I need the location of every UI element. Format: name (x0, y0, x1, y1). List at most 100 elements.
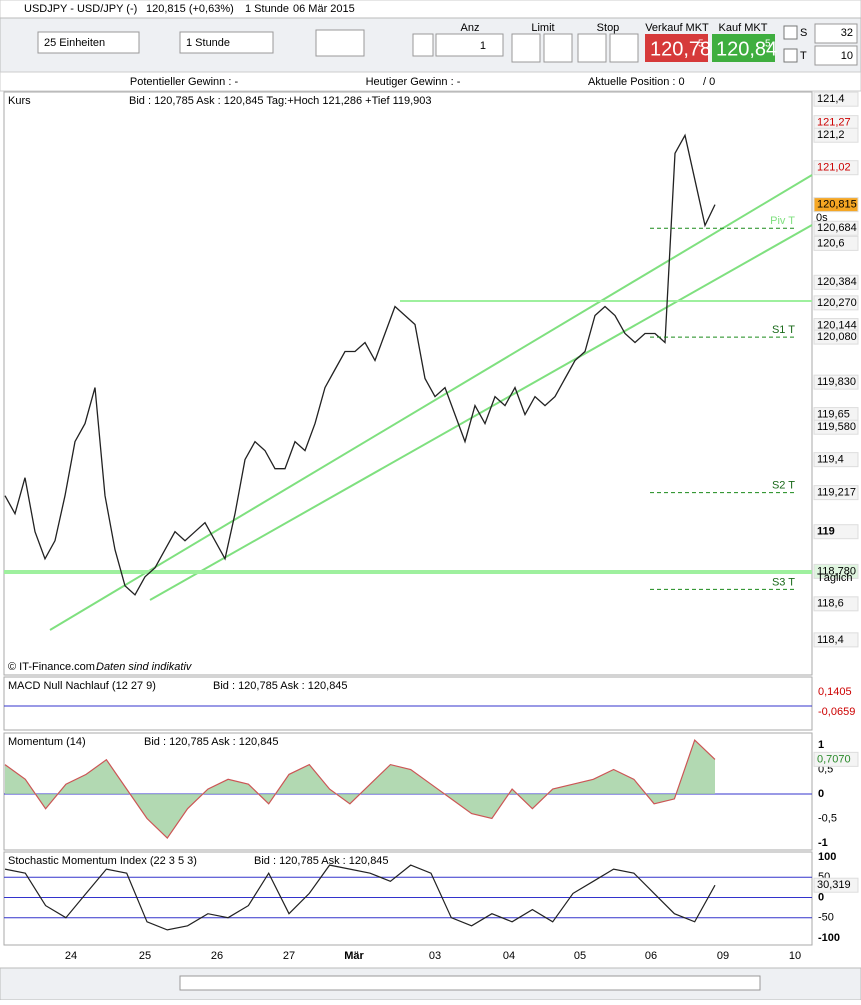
axis-label-bg (813, 160, 859, 176)
daily-label: Täglich (817, 572, 852, 584)
y-tick-label: 120,815 (817, 199, 857, 211)
sell-button[interactable] (645, 34, 708, 62)
label: Kurs (8, 95, 31, 107)
label: Stochastic Momentum Index (22 3 5 3) (8, 855, 197, 867)
y-tick-label: 1 (818, 739, 824, 751)
y-tick-label: -0,5 (818, 812, 837, 824)
axis-label-bg (813, 91, 859, 107)
label: 32 (841, 27, 853, 39)
label: Verkauf MKT (645, 22, 709, 34)
indicator-button[interactable] (315, 29, 365, 57)
s-input[interactable] (814, 23, 858, 44)
y-tick-label: 100 (818, 851, 836, 863)
osc-line (4, 864, 716, 931)
current-bg (813, 751, 859, 767)
label: Stop (597, 22, 620, 34)
sell-price-small: 5 (698, 39, 704, 50)
tool-button[interactable] (412, 33, 434, 57)
label: Bid : 120,785 Ask : 120,845 (144, 736, 279, 748)
axis-label-bg (813, 524, 859, 540)
sell-price: 120,78 (650, 38, 711, 60)
y-tick-label: 120,144 (817, 319, 857, 331)
label: Potentieller Gewinn : - (130, 76, 239, 88)
label[interactable]: 25 Einheiten (44, 37, 105, 49)
osc-line (4, 739, 716, 840)
axis-label-bg (813, 419, 859, 435)
buy-price: 120,84 (716, 38, 777, 60)
axis-label-bg (813, 235, 859, 251)
axis-label-bg (813, 274, 859, 290)
y-tick-label: 118,6 (817, 598, 844, 610)
y-tick-label: 0 (818, 788, 824, 800)
checkbox-s[interactable] (783, 25, 798, 40)
pivot-label: S1 T (772, 324, 795, 336)
y-tick-label: 119,4 (817, 454, 844, 466)
y-tick-label: 121,27 (817, 117, 851, 129)
y-tick-label: 121,02 (817, 162, 851, 174)
y-tick-label: 120,270 (817, 297, 857, 309)
t-input[interactable] (814, 45, 858, 66)
label: -0,0659 (818, 706, 855, 718)
y-tick-label: 120,6 (817, 237, 845, 249)
buy-price-small: 5 (765, 39, 771, 50)
label: Aktuelle Position : 0 (588, 76, 685, 88)
label: Daten sind indikativ (96, 661, 193, 673)
axis-label-bg (813, 485, 859, 501)
current-label: 0,7070 (817, 753, 851, 765)
info-bar (0, 71, 861, 92)
period-select[interactable] (179, 31, 274, 54)
axis-label-bg (813, 452, 859, 468)
pivot-label: S3 T (772, 576, 795, 588)
stop-sell[interactable] (609, 33, 639, 63)
label: 120,815 (+0,63%) (146, 3, 234, 15)
price-line (4, 133, 716, 596)
x-tick-label: 06 (645, 950, 657, 962)
y-tick-label: 119,217 (817, 487, 856, 499)
axis-label-bg (813, 220, 859, 236)
x-tick-label: 25 (139, 950, 151, 962)
label: Momentum (14) (8, 736, 86, 748)
qty-input[interactable] (435, 33, 504, 57)
units-select[interactable] (37, 31, 140, 54)
osc-area (5, 740, 715, 839)
pivot-label: S2 T (772, 480, 795, 492)
axis-label-bg (813, 596, 859, 612)
label: © IT-Finance.com (8, 661, 95, 673)
current-bg (813, 877, 859, 893)
checkbox-t[interactable] (783, 48, 798, 63)
x-tick-label: 26 (211, 950, 223, 962)
price-panel (3, 91, 813, 676)
x-tick-label: 05 (574, 950, 586, 962)
label: / 0 (703, 76, 715, 88)
x-tick-label: 09 (717, 950, 729, 962)
buy-button[interactable] (712, 34, 775, 62)
axis-label-bg (813, 563, 859, 579)
axis-label-bg (813, 295, 859, 311)
label: Anz (461, 22, 480, 34)
scrollbar[interactable] (179, 975, 761, 991)
axis-label-bg (813, 329, 859, 345)
label: 1 (480, 40, 486, 52)
y-tick-label: 120,684 (817, 222, 857, 234)
timer: 0s (816, 212, 828, 224)
label: USDJPY - USD/JPY (-) (24, 3, 137, 15)
y-tick-label: 121,2 (817, 129, 845, 141)
x-tick-label: 10 (789, 950, 801, 962)
limit-buy[interactable] (511, 33, 541, 63)
axis-label-bg (813, 374, 859, 390)
current-label: 30,319 (817, 879, 851, 891)
y-tick-label: 0 (818, 891, 824, 903)
y-tick-label: 121,4 (817, 93, 845, 105)
macd-panel (3, 676, 813, 731)
limit-sell[interactable] (543, 33, 573, 63)
y-tick-label: 119 (817, 526, 835, 538)
stop-buy[interactable] (577, 33, 607, 63)
y-tick-label: -100 (818, 932, 840, 944)
x-tick-label: 24 (65, 950, 77, 962)
trend-line (149, 224, 813, 601)
label: S (800, 27, 807, 39)
label: Bid : 120,785 Ask : 120,845 Tag:+Hoch 12… (129, 95, 432, 107)
label: Bid : 120,785 Ask : 120,845 (213, 680, 348, 692)
x-tick-label: 03 (429, 950, 441, 962)
label: Limit (531, 22, 554, 34)
